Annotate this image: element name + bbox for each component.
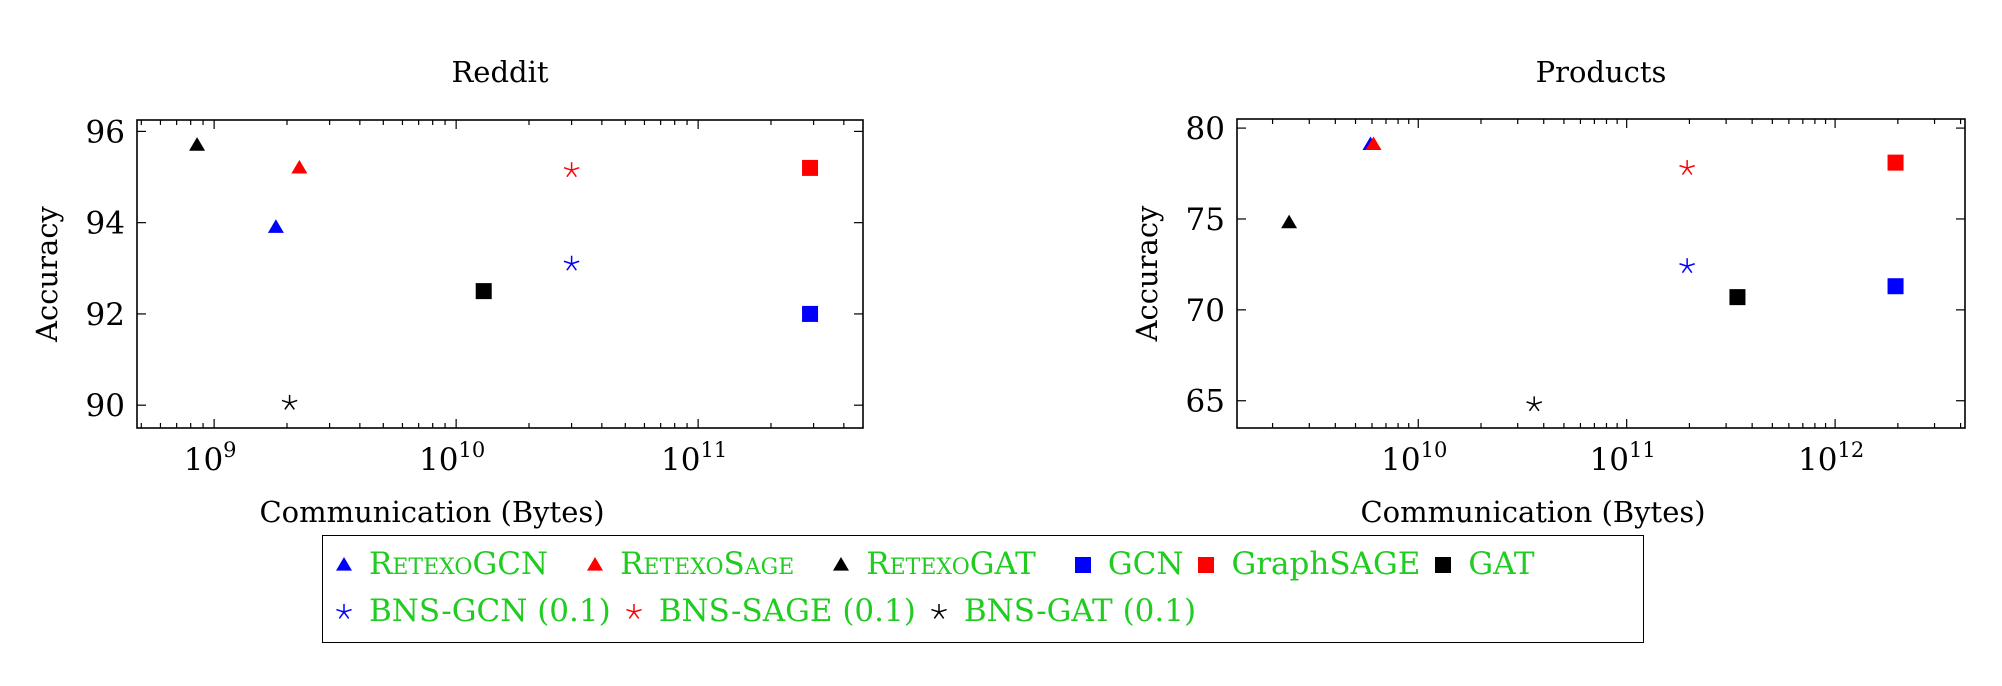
- x-axis-label: Communication (Bytes): [1360, 495, 1705, 529]
- legend-label: GCN: [1107, 546, 1184, 582]
- legend-square-icon: [1074, 557, 1091, 573]
- y-tick-label: 90: [86, 388, 125, 424]
- legend-label: BNS-GCN (0.1): [369, 593, 611, 629]
- y-tick-label: 96: [86, 114, 125, 150]
- x-tick-label: 1012: [1798, 438, 1864, 478]
- legend-entry: RetexoGAT: [828, 546, 1036, 582]
- data-point-retexosage: [291, 159, 308, 174]
- y-tick-label: 70: [1186, 293, 1225, 329]
- legend-label: RetexoSage: [620, 546, 795, 582]
- legend-label: GraphSAGE: [1231, 546, 1421, 582]
- data-point-gcn: [1887, 278, 1904, 295]
- y-axis-label: Accuracy: [1130, 205, 1164, 342]
- legend-triangle-icon: [336, 557, 352, 571]
- legend-row-1: RetexoGCN RetexoSage RetexoGAT GCN GraphSAGE…: [331, 543, 1545, 585]
- y-tick-label: 65: [1186, 384, 1225, 420]
- data-point-graphsage: [802, 159, 819, 176]
- legend-entry: BNS-GAT (0.1): [926, 593, 1196, 629]
- data-point-bns-gcn-0-1: [1679, 258, 1695, 274]
- y-tick-label: 92: [86, 297, 125, 333]
- data-point-gat: [1729, 289, 1746, 306]
- axis-ticks: [137, 120, 863, 428]
- chart-title: Reddit: [451, 55, 548, 89]
- data-point-retexosage: [1365, 136, 1382, 151]
- data-point-bns-sage-0-1: [563, 162, 580, 178]
- legend-label: BNS-SAGE (0.1): [658, 593, 916, 629]
- plot-frame: [1236, 118, 1966, 429]
- data-point-bns-gcn-0-1: [563, 255, 580, 271]
- legend-label: RetexoGAT: [866, 546, 1036, 582]
- legend: RetexoGCN RetexoSage RetexoGAT GCN GraphSAGE…: [322, 535, 1644, 643]
- data-point-bns-gat-0-1: [1526, 396, 1543, 412]
- data-point-bns-sage-0-1: [1679, 160, 1695, 175]
- legend-square-icon: [1198, 557, 1215, 573]
- x-tick-label: 109: [184, 438, 237, 478]
- legend-triangle-icon: [833, 557, 850, 571]
- legend-label: GAT: [1468, 546, 1535, 582]
- x-axis-label: Communication (Bytes): [259, 495, 604, 529]
- chart-panel-reddit: Reddit Communication (Bytes) Accuracy 10…: [30, 55, 864, 529]
- tick-labels: 1010 1011 1012 65 70 75 80: [1186, 111, 1865, 478]
- legend-entry: RetexoGCN: [331, 546, 548, 582]
- data-point-retexogat: [1281, 214, 1298, 229]
- x-tick-label: 1010: [1381, 438, 1447, 478]
- legend-star-icon: [336, 604, 352, 619]
- chart-panel-products: Products Communication (Bytes) Accuracy …: [1130, 55, 1966, 529]
- legend-row-2: BNS-GCN (0.1) BNS-SAGE (0.1) BNS-GAT (0.1): [331, 590, 1206, 632]
- chart-title: Products: [1536, 55, 1667, 89]
- data-point-retexogat: [189, 137, 206, 151]
- plot-frame: [136, 119, 864, 429]
- y-axis-label: Accuracy: [30, 205, 64, 342]
- tick-labels: 109 1010 1011 90 92 94 96: [86, 114, 728, 478]
- legend-entry: GraphSAGE: [1193, 546, 1420, 582]
- legend-entry: BNS-SAGE (0.1): [621, 593, 916, 629]
- y-tick-label: 80: [1186, 111, 1225, 147]
- data-point-gat: [475, 283, 492, 300]
- legend-label: BNS-GAT (0.1): [963, 593, 1197, 629]
- y-tick-label: 94: [86, 206, 125, 242]
- legend-entry: RetexoSage: [582, 546, 794, 582]
- data-point-gcn: [802, 305, 819, 322]
- legend-entry: GCN: [1070, 546, 1184, 582]
- data-points: [1281, 136, 1904, 412]
- x-tick-label: 1010: [419, 438, 485, 478]
- x-tick-label: 1011: [661, 438, 727, 478]
- x-tick-label: 1011: [1590, 438, 1656, 478]
- data-point-bns-gat-0-1: [281, 394, 298, 410]
- data-point-retexogcn: [267, 219, 284, 233]
- legend-entry: GAT: [1430, 546, 1535, 582]
- legend-entry: BNS-GCN (0.1): [331, 593, 611, 629]
- axis-ticks: [1237, 119, 1965, 428]
- legend-star-icon: [930, 604, 947, 619]
- legend-label: RetexoGCN: [369, 546, 549, 582]
- data-point-graphsage: [1887, 154, 1904, 171]
- legend-square-icon: [1435, 557, 1452, 573]
- legend-triangle-icon: [587, 557, 604, 571]
- data-points: [189, 137, 819, 410]
- y-tick-label: 75: [1186, 202, 1225, 238]
- legend-star-icon: [625, 604, 642, 619]
